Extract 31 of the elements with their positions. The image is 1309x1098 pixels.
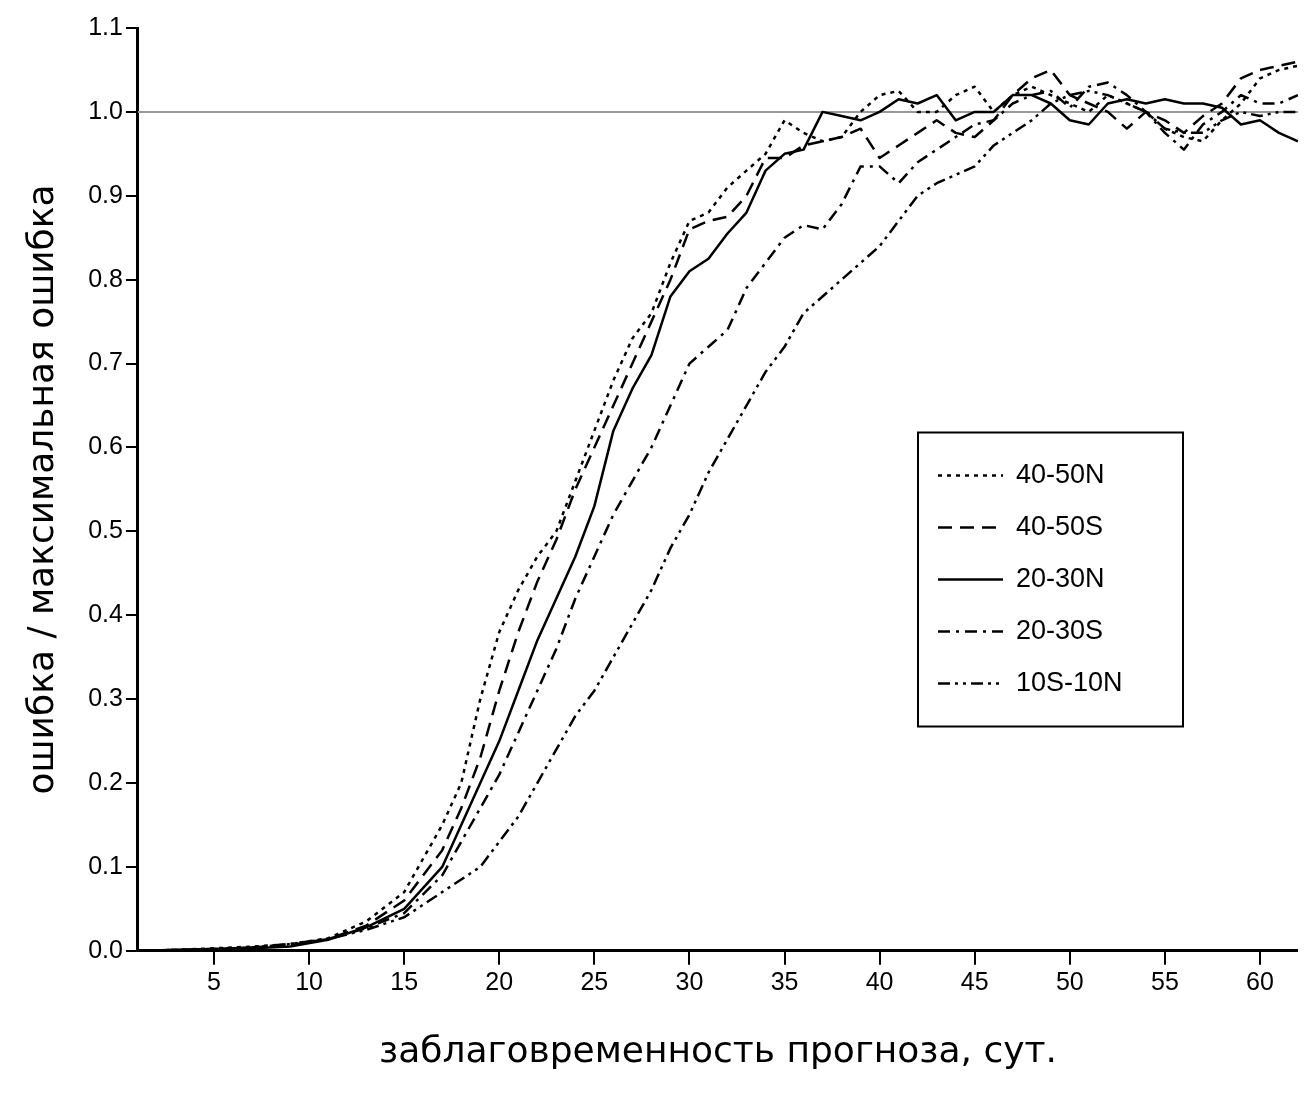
legend-label: 40-50S [1016,510,1104,541]
y-axis-title: ошибка / максимальная ошибка [19,184,61,795]
x-tick-label: 10 [295,966,324,995]
y-tick-label: 1.0 [88,95,123,124]
x-tick-label: 25 [580,966,609,995]
y-tick-label: 0.3 [88,683,123,712]
y-tick-label: 0.2 [88,766,123,795]
y-tick-label: 0.7 [88,347,123,376]
x-tick-label: 60 [1246,966,1274,995]
y-tick-label: 0.6 [88,431,123,460]
legend-label: 10S-10N [1016,666,1123,697]
x-axis-title: заблаговременность прогноза, сут. [379,1028,1057,1070]
y-tick-label: 0.1 [88,850,123,879]
legend-label: 20-30N [1016,562,1105,593]
y-tick-label: 0.4 [88,599,124,628]
y-tick-label: 0.8 [88,263,123,292]
x-tick-label: 35 [770,966,799,995]
x-tick-label: 15 [390,966,419,995]
y-tick-label: 0.0 [88,934,123,963]
y-tick-label: 1.1 [88,11,123,40]
x-tick-label: 40 [865,966,894,995]
y-tick-label: 0.5 [88,515,123,544]
x-tick-label: 45 [960,966,989,995]
y-tick-label: 0.9 [88,179,123,208]
x-tick-label: 50 [1055,966,1084,995]
x-tick-label: 30 [675,966,704,995]
legend-label: 20-30S [1016,614,1104,645]
x-tick-label: 5 [207,966,221,995]
x-tick-label: 55 [1150,966,1179,995]
legend-label: 40-50N [1016,458,1105,489]
x-tick-label: 20 [485,966,514,995]
